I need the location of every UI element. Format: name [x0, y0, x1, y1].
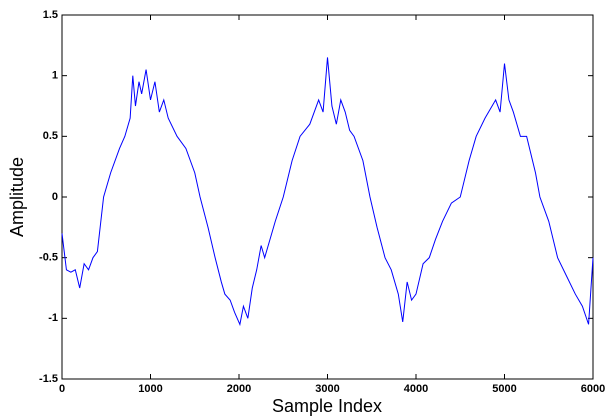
y-tick-label: 0: [52, 191, 58, 203]
y-tick-label: -1.5: [39, 373, 58, 385]
x-tick-label: 0: [59, 383, 65, 395]
x-tick-label: 4000: [404, 383, 428, 395]
y-tick-label: 1.5: [43, 9, 58, 21]
x-tick-label: 6000: [581, 383, 605, 395]
x-tick-label: 3000: [315, 383, 339, 395]
x-tick-label: 2000: [227, 383, 251, 395]
x-tick-label: 1000: [138, 383, 162, 395]
y-tick-label: -1: [48, 312, 58, 324]
x-axis-label: Sample Index: [272, 396, 382, 416]
y-tick-label: -0.5: [39, 252, 58, 264]
y-tick-label: 1: [52, 70, 58, 82]
data-line: [61, 57, 594, 327]
plot-frame: [61, 14, 594, 380]
y-axis-label: Amplitude: [7, 157, 27, 237]
y-tick-label: 0.5: [43, 130, 58, 142]
x-tick-label: 5000: [492, 383, 516, 395]
